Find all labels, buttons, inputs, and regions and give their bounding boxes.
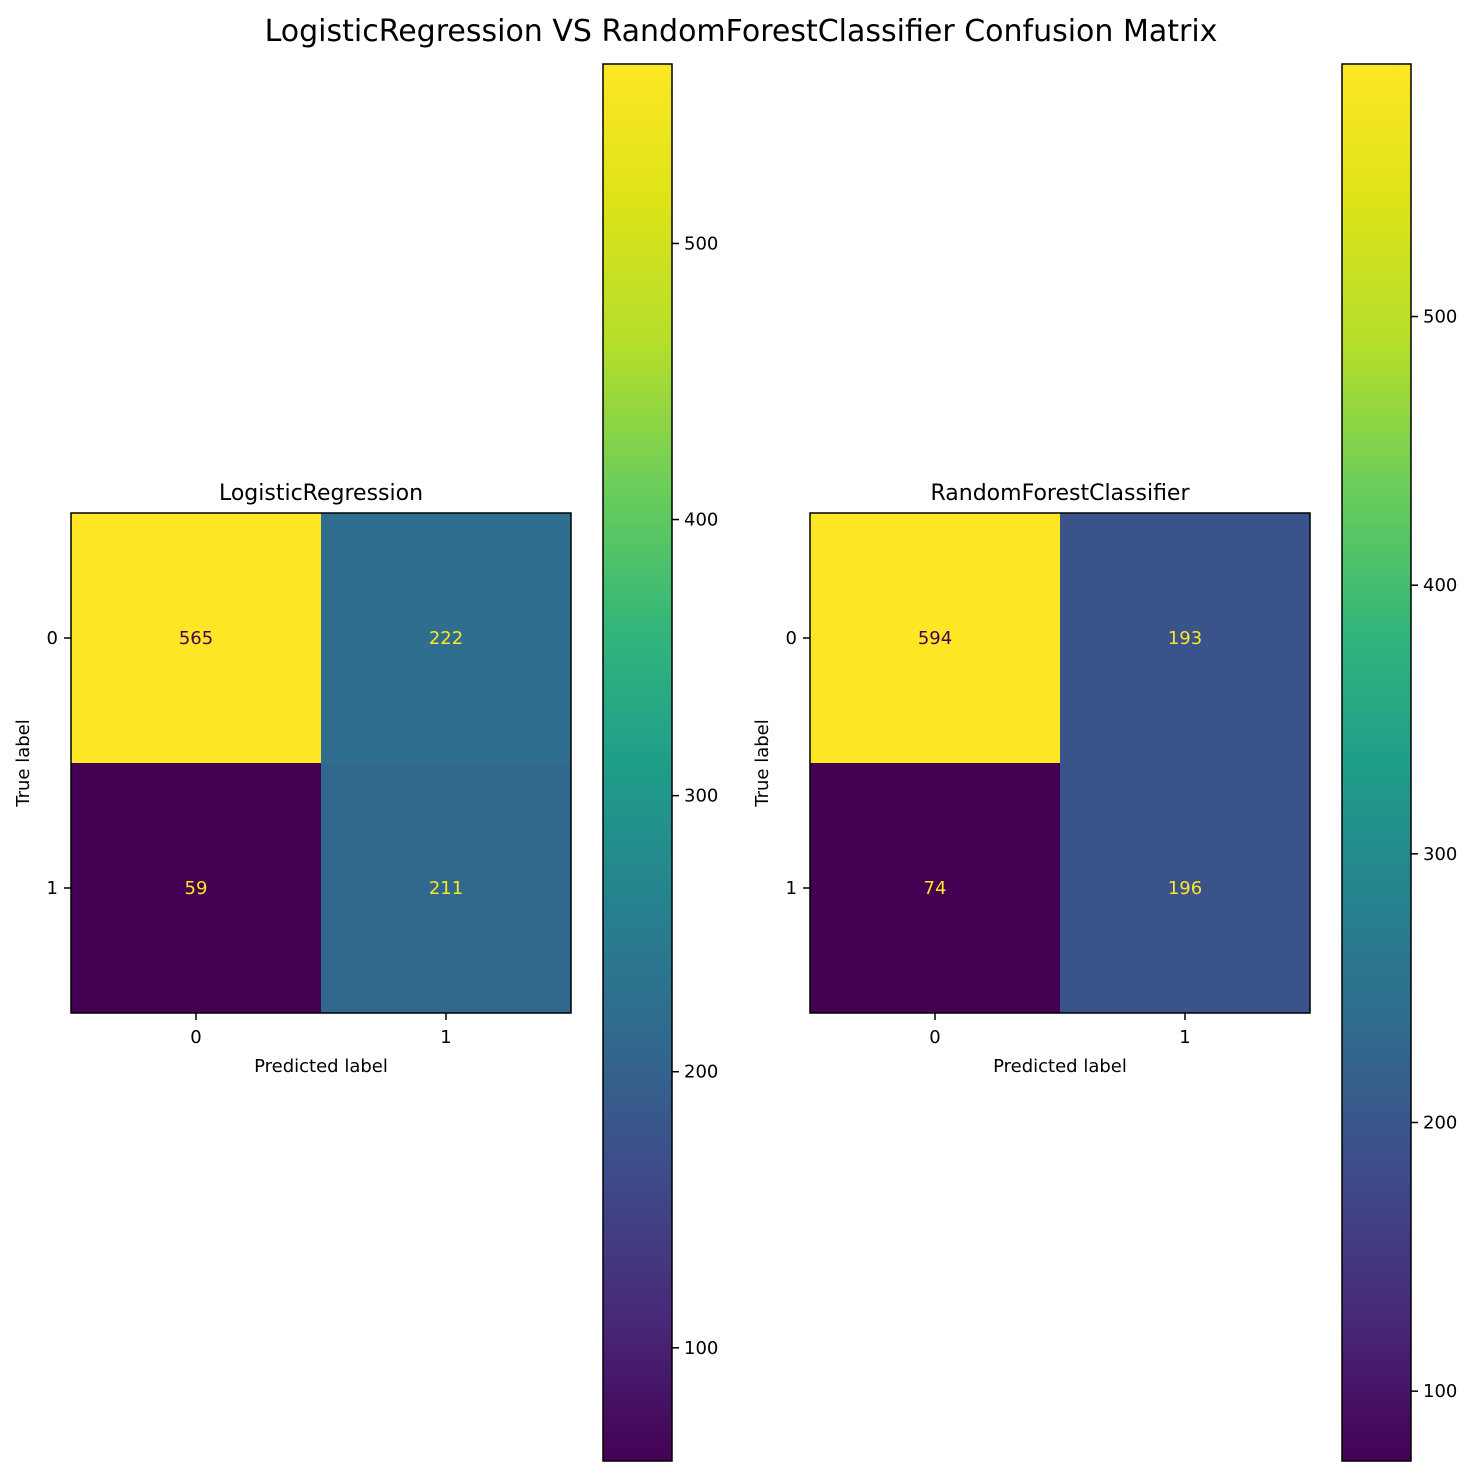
cell-label-0-0: 565 [179, 628, 213, 649]
x-axis-label: Predicted label [254, 1056, 388, 1077]
cell-1-1 [1060, 763, 1310, 1013]
colorbar-frame [602, 63, 673, 1462]
cell-label-1-0: 59 [185, 878, 208, 899]
colorbar-tick-label-200: 200 [1423, 1112, 1457, 1133]
cell-label-1-1: 211 [429, 878, 463, 899]
figure-title: LogisticRegression VS RandomForestClassi… [265, 14, 1218, 49]
axes-frame [809, 512, 1311, 1014]
cell-label-1-1: 196 [1168, 878, 1202, 899]
cell-label-1-0: 74 [924, 878, 947, 899]
cell-1-1 [321, 763, 571, 1013]
cell-label-0-1: 193 [1168, 628, 1202, 649]
x-tick-label-1: 1 [1179, 1027, 1190, 1048]
cell-labels: 594 193 74 196 [918, 628, 1202, 899]
heatmap-cells [810, 513, 1310, 1013]
y-tick-label-1: 1 [47, 878, 58, 899]
panel-random-forest: RandomForestClassifier 594 193 74 196 0 … [752, 63, 1457, 1462]
colorbar-gradient [1342, 64, 1411, 1461]
cell-0-0 [810, 513, 1060, 763]
colorbar-ticks: 100 200 300 400 500 [672, 233, 718, 1359]
colorbar-tick-label-100: 100 [684, 1338, 718, 1359]
cell-1-0 [810, 763, 1060, 1013]
colorbar-tick-label-400: 400 [684, 510, 718, 531]
colorbar-tick-label-100: 100 [1423, 1381, 1457, 1402]
y-axis: 0 1 True label [752, 628, 810, 899]
y-axis: 0 1 True label [13, 628, 71, 899]
colorbar: 100 200 300 400 500 [1341, 63, 1457, 1462]
colorbar-tick-label-300: 300 [1423, 844, 1457, 865]
panel-title: RandomForestClassifier [930, 481, 1190, 506]
colorbar-tick-label-500: 500 [1423, 307, 1457, 328]
colorbar-ticks: 100 200 300 400 500 [1411, 307, 1457, 1402]
cell-0-1 [321, 513, 571, 763]
x-axis: 0 1 Predicted label [190, 1013, 452, 1077]
y-tick-label-1: 1 [786, 878, 797, 899]
colorbar-frame [1341, 63, 1412, 1462]
x-tick-label-0: 0 [190, 1027, 201, 1048]
colorbar-tick-label-400: 400 [1423, 575, 1457, 596]
cell-label-0-0: 594 [918, 628, 952, 649]
cell-0-0 [71, 513, 321, 763]
heatmap-cells [71, 513, 571, 1013]
colorbar-gradient [603, 64, 672, 1461]
x-tick-label-0: 0 [929, 1027, 940, 1048]
y-axis-label: True label [13, 719, 34, 808]
axes-frame [70, 512, 572, 1014]
colorbar: 100 200 300 400 500 [602, 63, 718, 1462]
cell-labels: 565 222 59 211 [179, 628, 463, 899]
x-axis: 0 1 Predicted label [929, 1013, 1191, 1077]
y-tick-label-0: 0 [47, 628, 58, 649]
colorbar-tick-label-500: 500 [684, 233, 718, 254]
cell-0-1 [1060, 513, 1310, 763]
y-tick-label-0: 0 [786, 628, 797, 649]
x-tick-label-1: 1 [440, 1027, 451, 1048]
panel-logistic-regression: LogisticRegression 565 222 59 211 0 1 Tr… [13, 63, 718, 1462]
colorbar-tick-label-200: 200 [684, 1062, 718, 1083]
panel-title: LogisticRegression [219, 481, 423, 506]
y-axis-label: True label [752, 719, 773, 808]
cell-1-0 [71, 763, 321, 1013]
x-axis-label: Predicted label [993, 1056, 1127, 1077]
colorbar-tick-label-300: 300 [684, 786, 718, 807]
cell-label-0-1: 222 [429, 628, 463, 649]
